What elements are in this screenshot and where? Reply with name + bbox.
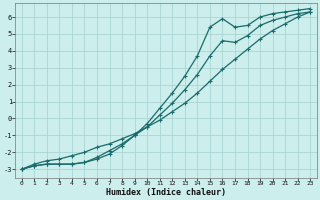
X-axis label: Humidex (Indice chaleur): Humidex (Indice chaleur): [106, 188, 226, 197]
